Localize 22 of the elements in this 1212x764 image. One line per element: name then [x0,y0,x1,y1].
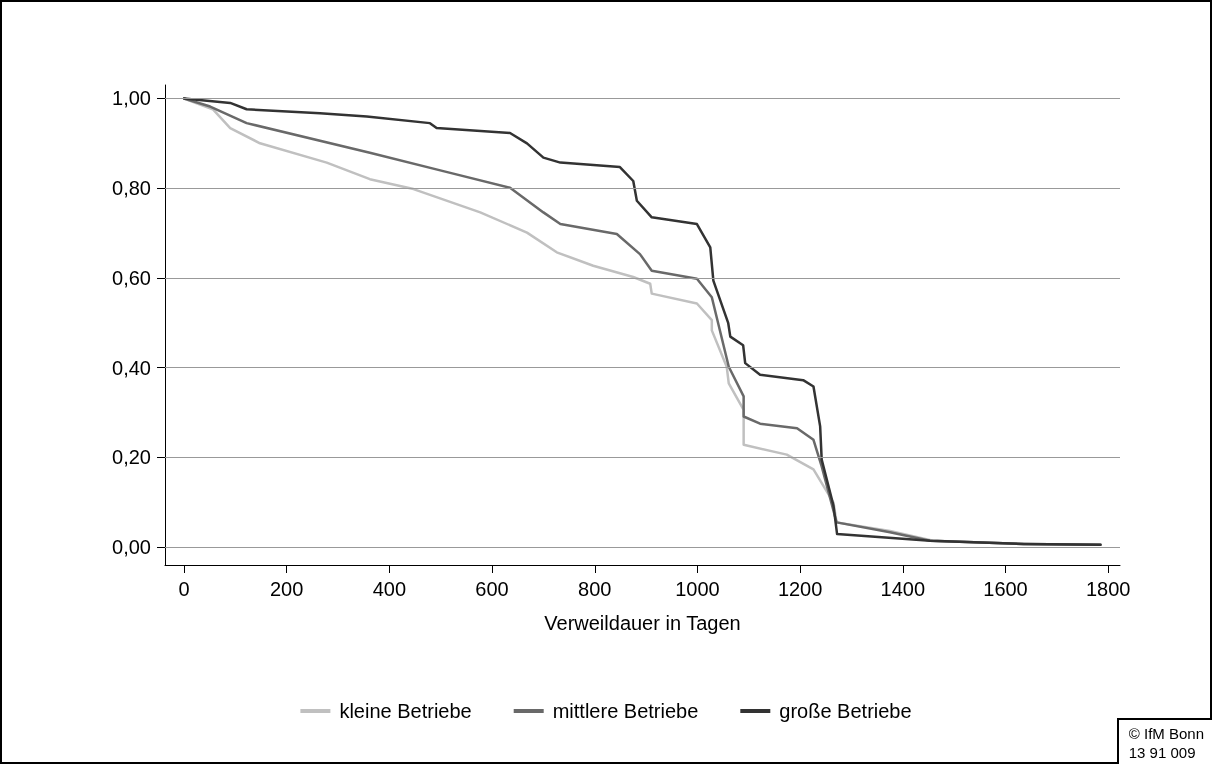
y-tick-label: 0,20 [112,446,151,469]
x-tick-label: 1600 [983,578,1028,600]
x-tick-label: 800 [578,578,612,600]
x-tick-label: 1400 [880,578,926,600]
x-tick-label: 600 [475,578,509,600]
x-tick-label: 1800 [1085,578,1131,600]
legend-label: mittlere Betriebe [552,700,699,722]
legend-label: große Betriebe [779,700,912,722]
y-tick-label: 0,80 [112,177,151,200]
x-tick-label: 1000 [675,578,720,600]
x-tick-label: 200 [270,578,304,600]
y-tick-label: 0,40 [112,356,151,379]
x-tick-label: 400 [372,578,407,600]
y-tick-label: 0,60 [112,266,151,289]
legend-label: kleine Betriebe [339,700,472,722]
y-tick-label: 1,00 [112,87,151,110]
x-tick-label: 1200 [777,578,823,600]
x-tick-label: 0 [178,578,190,600]
x-axis-title: Verweildauer in Tagen [544,612,741,634]
text: © IfM Bonn 13 91 009 [1116,718,1212,764]
line-series [182,97,1102,547]
y-tick-label: 0,00 [112,536,151,559]
